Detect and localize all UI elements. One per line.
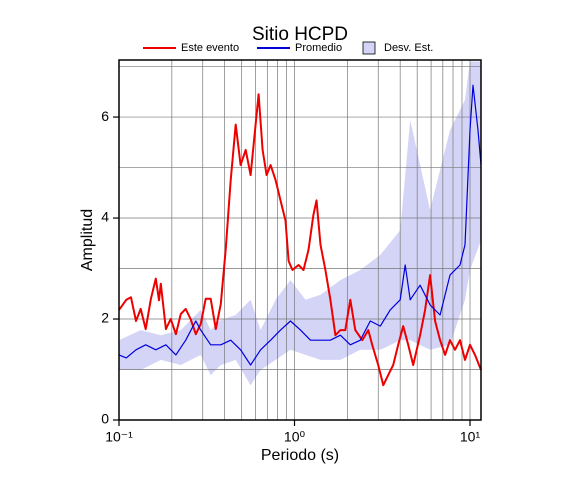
y-axis-label: Amplitud — [79, 209, 96, 271]
legend-swatch — [362, 41, 376, 55]
legend-label: Este evento — [181, 42, 239, 54]
y-tick-label: 0 — [101, 411, 109, 427]
series-line — [118, 84, 482, 366]
x-axis-label: Periodo (s) — [261, 447, 339, 464]
x-tick-label: 10¹ — [460, 429, 481, 445]
y-tick-label: 6 — [101, 108, 109, 124]
x-tick-label: 10⁰ — [284, 429, 306, 445]
y-tick-label: 4 — [101, 209, 109, 225]
legend-label: Desv. Est. — [384, 42, 433, 54]
std-band — [119, 61, 481, 386]
plot-frame — [118, 59, 482, 421]
x-tick-label: 10⁻¹ — [105, 429, 133, 445]
series-line — [118, 93, 482, 387]
y-tick-label: 2 — [101, 310, 109, 326]
chart-title: Sitio HCPD — [252, 24, 348, 45]
legend-label: Promedio — [295, 42, 342, 54]
